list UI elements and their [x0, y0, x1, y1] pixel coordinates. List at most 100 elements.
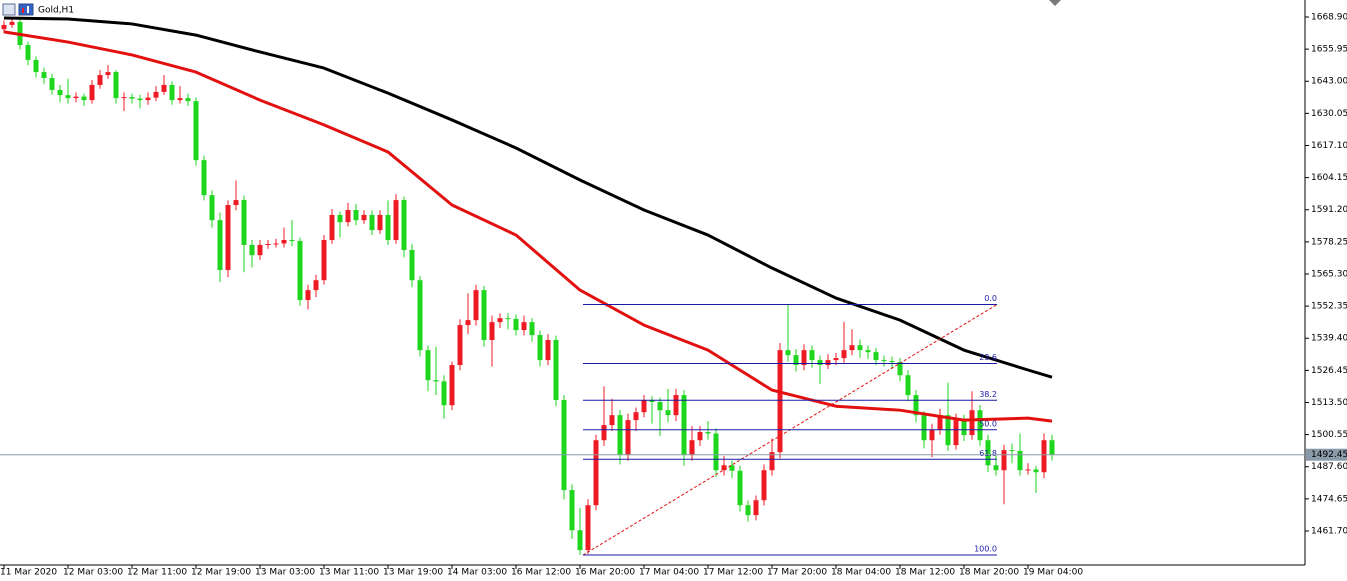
y-tick-label: 1565.30 [1311, 269, 1347, 279]
candle-body [169, 84, 175, 101]
candle-body [1009, 450, 1015, 452]
candle-body [505, 318, 511, 320]
candle-body [377, 214, 383, 231]
x-tick-label: 17 Mar 04:00 [639, 568, 699, 578]
candle-body [273, 243, 279, 245]
candle-body [497, 318, 503, 323]
y-tick-label: 1474.65 [1311, 494, 1347, 504]
candle-body [353, 209, 359, 221]
x-tick-label: 18 Mar 20:00 [959, 568, 1019, 578]
candle-body [953, 420, 959, 446]
candle-body [481, 290, 487, 340]
y-tick-label: 1513.50 [1311, 398, 1347, 408]
candle-body [769, 452, 775, 471]
candle-body [337, 214, 343, 223]
candle-body [361, 214, 367, 221]
candle-body [705, 432, 711, 434]
candle-body [137, 98, 143, 101]
candle-body [425, 350, 431, 381]
x-tick-label: 19 Mar 04:00 [1023, 568, 1083, 578]
candle-body [969, 410, 975, 435]
fib-label: 61.8 [979, 449, 997, 458]
candle-body [681, 395, 687, 456]
y-tick-label: 1526.45 [1311, 366, 1347, 376]
candle-body [345, 209, 351, 223]
candle-body [865, 350, 871, 353]
x-tick-label: 16 Mar 20:00 [575, 568, 635, 578]
candle-body [897, 362, 903, 376]
candle-body [977, 410, 983, 441]
candle-body [321, 240, 327, 281]
candle-body [465, 320, 471, 326]
candle-body [665, 410, 671, 416]
y-tick-label: 1552.35 [1311, 302, 1347, 312]
candle-body [657, 402, 663, 411]
candle-body [257, 244, 263, 256]
candle-body [697, 432, 703, 441]
icon [22, 8, 24, 13]
candle-body [209, 195, 215, 221]
x-tick-label: 13 Mar 03:00 [255, 568, 315, 578]
candle-body [97, 75, 103, 85]
candle-body [601, 425, 607, 441]
candle-body [393, 200, 399, 241]
candle-body [121, 97, 127, 99]
candle-body [81, 96, 87, 101]
candle-body [241, 200, 247, 245]
x-tick-label: 14 Mar 03:00 [447, 568, 507, 578]
candle-body [329, 214, 335, 241]
candle-body [673, 395, 679, 416]
candle-body [41, 72, 47, 79]
y-tick-label: 1630.05 [1311, 109, 1347, 119]
current-price-box [1306, 448, 1347, 461]
candle-body [1049, 440, 1055, 455]
y-tick-label: 1643.00 [1311, 77, 1347, 87]
y-tick-label: 1487.60 [1311, 462, 1347, 472]
candle-body [553, 339, 559, 401]
candle-body [729, 465, 735, 471]
x-tick-label: 12 Mar 11:00 [127, 568, 187, 578]
x-tick-label: 18 Mar 04:00 [831, 568, 891, 578]
candle-body [801, 350, 807, 366]
candle-body [177, 98, 183, 101]
fib-label: 38.2 [979, 390, 997, 399]
candle-body [633, 412, 639, 421]
icon [2, 3, 16, 16]
candle-body [569, 490, 575, 531]
candle-body [57, 89, 63, 96]
candle-body [265, 243, 271, 245]
candle-body [473, 290, 479, 321]
candle-body [433, 380, 439, 382]
window-icons [2, 3, 34, 16]
candle-body [249, 244, 255, 256]
candle-body [233, 200, 239, 206]
moving-average [3, 16, 1053, 379]
y-tick-label: 1461.70 [1311, 526, 1347, 536]
candle-body [153, 91, 159, 98]
candle-body [961, 420, 967, 435]
candle-body [25, 45, 31, 60]
candle-body [537, 335, 543, 361]
candle-body [713, 433, 719, 471]
candle-body [881, 360, 887, 362]
candle-body [777, 350, 783, 453]
candle-body [385, 214, 391, 241]
candle-body [113, 72, 119, 99]
candle-body [993, 465, 999, 471]
candle-body [441, 381, 447, 406]
x-tick-label: 18 Mar 12:00 [895, 568, 955, 578]
fib-label: 0.0 [984, 294, 997, 303]
candle-body [281, 240, 287, 244]
y-tick-label: 1617.10 [1311, 141, 1347, 151]
x-tick-label: 13 Mar 19:00 [383, 568, 443, 578]
candle-body [185, 98, 191, 102]
candle-body [161, 84, 167, 92]
candle-body [129, 97, 135, 99]
x-tick-label: 17 Mar 12:00 [703, 568, 763, 578]
candle-body [49, 78, 55, 90]
fib-label: 23.6 [979, 353, 997, 362]
candle-body [521, 322, 527, 331]
candle-body [225, 205, 231, 271]
